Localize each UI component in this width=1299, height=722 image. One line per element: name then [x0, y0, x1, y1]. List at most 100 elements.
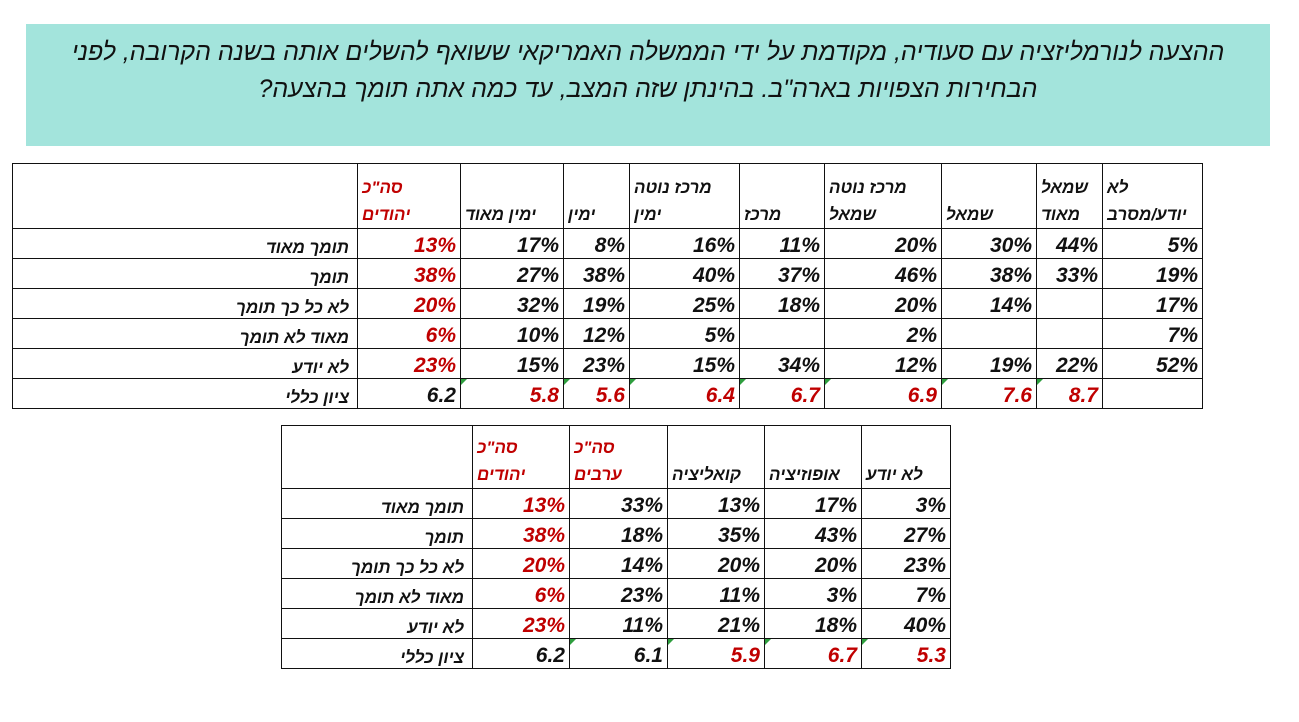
value-cell: 35%	[667, 518, 765, 549]
column-header-line-1: סה"כ	[477, 438, 518, 457]
value-cell: 19%	[1102, 258, 1203, 289]
score-cell: 6.4	[629, 378, 740, 409]
score-cell: 7.6	[941, 378, 1037, 409]
value-cell: 19%	[941, 348, 1037, 379]
column-header-line-1	[465, 174, 559, 201]
value-cell: 32%	[460, 288, 564, 319]
column-header: סה"כ יהודים	[357, 163, 461, 229]
value-cell: 5%	[1102, 228, 1203, 259]
results-table-by-ideology: סה"כ יהודים ימין מאוד ימין מרכז נוטה ימין מ…	[12, 163, 1203, 409]
column-header-line-1	[946, 174, 1032, 201]
row-label: תומך	[281, 518, 473, 549]
row-label: לא יודע	[12, 348, 358, 379]
value-cell	[941, 318, 1037, 349]
column-header-line-2: ימין מאוד	[465, 205, 537, 224]
value-cell: 30%	[941, 228, 1037, 259]
column-header: לא יודע/מסרב	[1102, 163, 1203, 229]
column-header-line-1: מרכז נוטה	[634, 178, 712, 197]
column-header: סה"כ יהודים	[472, 425, 570, 489]
value-cell: 34%	[739, 348, 825, 379]
value-cell: 52%	[1102, 348, 1203, 379]
column-header-line-1	[672, 434, 760, 461]
value-cell: 7%	[861, 578, 951, 609]
value-cell: 16%	[629, 228, 740, 259]
row-label: תומך מאוד	[12, 228, 358, 259]
column-header-line-2: ימין	[568, 205, 596, 224]
value-cell: 33%	[1036, 258, 1103, 289]
score-cell: 6.7	[739, 378, 825, 409]
score-cell: 6.1	[569, 638, 668, 669]
score-cell: 6.7	[764, 638, 862, 669]
column-header: שמאל	[941, 163, 1037, 229]
value-cell: 23%	[861, 548, 951, 579]
column-header: ימין מאוד	[460, 163, 564, 229]
value-cell: 14%	[941, 288, 1037, 319]
value-cell: 38%	[357, 258, 461, 289]
column-header-line-2: קואליציה	[672, 465, 741, 484]
value-cell: 20%	[764, 548, 862, 579]
value-cell	[1036, 288, 1103, 319]
value-cell: 18%	[739, 288, 825, 319]
column-header-line-1: מרכז נוטה	[829, 178, 907, 197]
value-cell: 44%	[1036, 228, 1103, 259]
score-cell: 5.8	[460, 378, 564, 409]
value-cell: 6%	[357, 318, 461, 349]
table-row: תומך מאוד 13% 33% 13% 17% 3%	[281, 488, 951, 519]
table-row: לא כל כך תומך 20% 14% 20% 20% 23%	[281, 548, 951, 579]
value-cell: 8%	[563, 228, 630, 259]
value-cell: 15%	[460, 348, 564, 379]
value-cell: 38%	[563, 258, 630, 289]
score-cell: 5.9	[667, 638, 765, 669]
table-row: לא יודע 23% 15% 23% 15% 34% 12% 19% 22% 52%	[12, 348, 1203, 379]
column-header-line-1: סה"כ	[362, 178, 403, 197]
score-cell: 5.3	[861, 638, 951, 669]
value-cell: 12%	[824, 348, 942, 379]
value-cell: 13%	[357, 228, 461, 259]
column-header-line-2: מרכז	[744, 205, 782, 224]
value-cell: 11%	[569, 608, 668, 639]
table-row: מאוד לא תומך 6% 23% 11% 3% 7%	[281, 578, 951, 609]
value-cell: 7%	[1102, 318, 1203, 349]
column-header-line-2: שמאל	[946, 205, 994, 224]
value-cell: 2%	[824, 318, 942, 349]
value-cell: 18%	[569, 518, 668, 549]
column-header-line-2: יהודים	[362, 205, 411, 224]
score-cell: 6.9	[824, 378, 942, 409]
value-cell: 43%	[764, 518, 862, 549]
question-line-1: ההצעה לנורמליזציה עם סעודיה, מקודמת על י…	[71, 38, 1225, 66]
column-header: לא יודע	[861, 425, 951, 489]
results-table-by-coalition: סה"כ יהודים סה"כ ערבים קואליציה אופוזיציה ל…	[281, 425, 951, 669]
question-box: ההצעה לנורמליזציה עם סעודיה, מקודמת על י…	[26, 24, 1270, 146]
score-cell: 6.2	[357, 378, 461, 409]
value-cell: 23%	[569, 578, 668, 609]
value-cell: 13%	[667, 488, 765, 519]
column-header-line-1	[866, 434, 946, 461]
column-header: ימין	[563, 163, 630, 229]
corner-cell	[12, 163, 358, 229]
value-cell: 37%	[739, 258, 825, 289]
value-cell: 40%	[629, 258, 740, 289]
value-cell: 10%	[460, 318, 564, 349]
value-cell: 21%	[667, 608, 765, 639]
value-cell: 38%	[941, 258, 1037, 289]
score-cell	[1102, 378, 1203, 409]
row-label: לא כל כך תומך	[281, 548, 473, 579]
column-header-line-2: מאוד	[1041, 205, 1080, 224]
column-header-line-2: יהודים	[477, 465, 526, 484]
column-header-line-2: לא יודע	[866, 465, 923, 484]
row-label: תומך מאוד	[281, 488, 473, 519]
value-cell: 15%	[629, 348, 740, 379]
table-row: תומך מאוד 13% 17% 8% 16% 11% 20% 30% 44% 5%	[12, 228, 1203, 259]
column-header: שמאל מאוד	[1036, 163, 1103, 229]
table-row: תומך 38% 27% 38% 40% 37% 46% 38% 33% 19%	[12, 258, 1203, 289]
value-cell: 17%	[1102, 288, 1203, 319]
score-cell: 8.7	[1036, 378, 1103, 409]
value-cell: 33%	[569, 488, 668, 519]
column-header-line-1	[744, 174, 820, 201]
row-label: ציון כללי	[281, 638, 473, 669]
row-label: מאוד לא תומך	[12, 318, 358, 349]
column-header-line-2: אופוזיציה	[769, 465, 840, 484]
value-cell: 27%	[861, 518, 951, 549]
value-cell: 3%	[764, 578, 862, 609]
column-header-line-2: יודע/מסרב	[1107, 205, 1187, 224]
